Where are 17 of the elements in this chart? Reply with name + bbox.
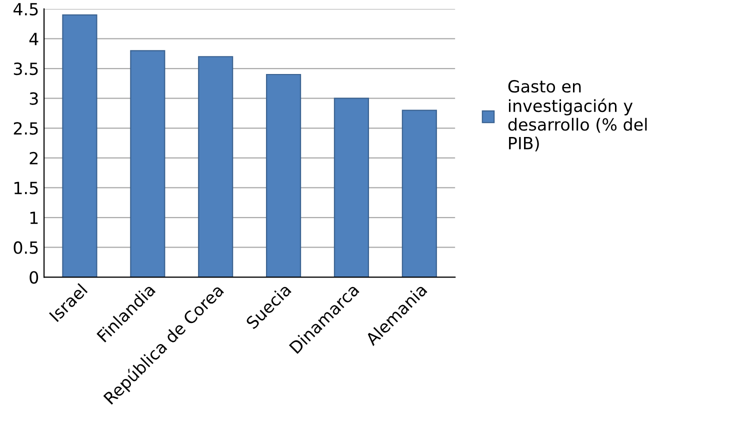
y-tick-label: 1 xyxy=(30,212,38,224)
y-tick-label: 0.5 xyxy=(14,241,38,254)
y-tick-label: 4 xyxy=(29,32,38,46)
bar xyxy=(402,110,437,278)
y-tick-label: 0 xyxy=(30,271,38,284)
bar xyxy=(334,98,370,278)
bar xyxy=(198,56,234,278)
y-tick-label: 1.5 xyxy=(14,182,38,194)
y-tick-label: 4.5 xyxy=(13,3,38,16)
bar xyxy=(266,74,302,278)
bar xyxy=(130,50,166,278)
y-tick-label: 2 xyxy=(30,152,38,164)
y-tick-label: 3 xyxy=(30,92,38,105)
legend-label: Gasto en investigación y desarrollo (% del PIB) xyxy=(508,80,647,152)
y-tick-label: 3.5 xyxy=(14,62,38,76)
bar xyxy=(62,14,98,278)
y-tick-label: 2.5 xyxy=(14,122,38,135)
